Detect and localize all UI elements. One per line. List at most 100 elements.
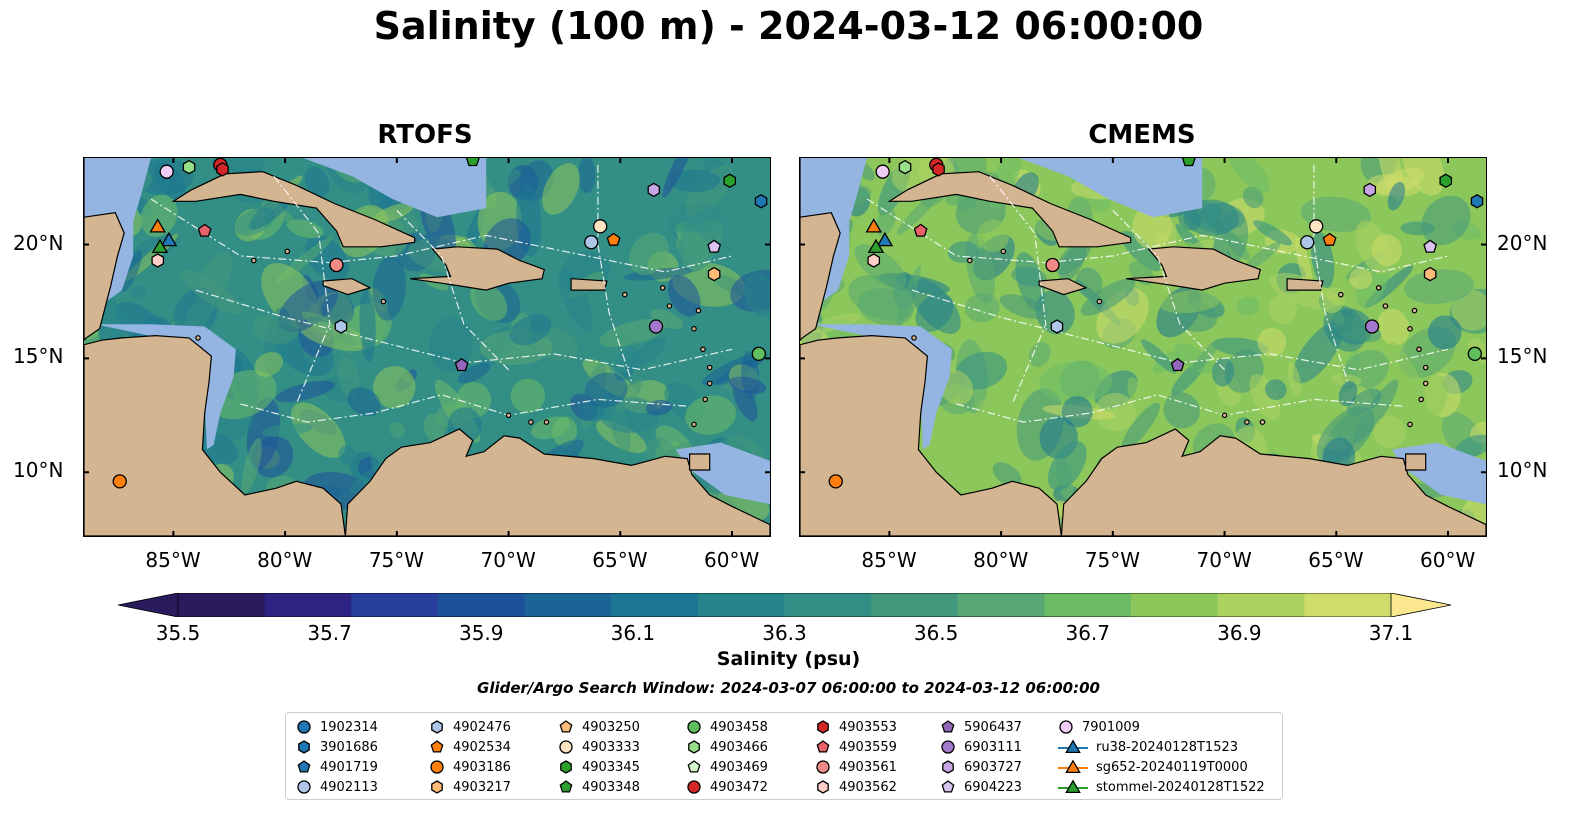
legend-item: 7901009 <box>1058 717 1265 737</box>
island <box>700 346 706 353</box>
float-6903727[interactable] <box>1363 182 1377 198</box>
lon-tick-label: 65°W <box>1308 548 1364 572</box>
float-4903466[interactable] <box>898 159 912 175</box>
legend-item: 4903217 <box>429 777 511 797</box>
glider-stommel-20240128T1522[interactable] <box>867 238 885 254</box>
colorbar-tick-label: 36.1 <box>610 621 656 645</box>
colorbar-tick-label: 36.9 <box>1217 621 1262 645</box>
island <box>1096 298 1103 305</box>
float-4903553[interactable] <box>932 162 945 177</box>
legend-item: 4902113 <box>296 777 378 797</box>
legend-item: 4903458 <box>686 717 768 737</box>
float-4903217[interactable] <box>707 266 721 282</box>
island <box>691 421 697 428</box>
lon-tick-label: 60°W <box>704 548 760 572</box>
float-4902476[interactable] <box>1050 319 1064 334</box>
glider-sg652-20240119T0000[interactable] <box>149 218 167 233</box>
float-4903348[interactable] <box>465 158 480 167</box>
float-4903561[interactable] <box>329 257 344 273</box>
legend-item: 4903553 <box>815 717 897 737</box>
float-4903333[interactable] <box>1309 219 1324 234</box>
island <box>691 326 697 332</box>
southam-land <box>1060 428 1486 536</box>
island <box>528 419 534 425</box>
float-4903186[interactable] <box>112 474 127 489</box>
legend-item: 4903559 <box>815 737 897 757</box>
float-4903559[interactable] <box>197 223 212 237</box>
legend-item: 4902534 <box>429 737 511 757</box>
float-7901009[interactable] <box>875 164 890 179</box>
float-6903727[interactable] <box>647 182 661 198</box>
legend-column: 4903553 4903559 4903561 4903562 <box>815 717 897 797</box>
float-4902534[interactable] <box>1322 232 1337 246</box>
island <box>621 291 628 298</box>
float-4903561[interactable] <box>1045 257 1060 273</box>
legend-marker-icon <box>816 760 830 774</box>
search-window-text: Glider/Argo Search Window: 2024-03-07 06… <box>477 679 1100 697</box>
legend-marker-icon <box>1059 720 1073 734</box>
legend-marker-icon <box>941 720 955 733</box>
legend-label: 4903333 <box>582 739 640 755</box>
float-4903562[interactable] <box>867 253 881 268</box>
island <box>195 335 201 341</box>
float-4902113[interactable] <box>584 235 599 250</box>
float-3901686[interactable] <box>754 194 768 209</box>
legend-column: 4903250 4903333 4903345 4903348 <box>558 717 640 797</box>
legend-marker-icon <box>1058 759 1088 774</box>
island <box>1382 303 1389 309</box>
float-4903559[interactable] <box>913 223 928 237</box>
legend-item: ru38-20240128T1523 <box>1058 737 1265 757</box>
float-6904223[interactable] <box>1423 239 1438 253</box>
colorbar-extend-high <box>1390 592 1452 618</box>
legend-marker-icon <box>688 740 700 754</box>
float-4903458[interactable] <box>1467 346 1482 361</box>
jamaica-land <box>322 278 372 296</box>
rtofs-map[interactable] <box>83 157 771 537</box>
island <box>1407 326 1413 332</box>
island <box>1375 285 1382 291</box>
legend-label: 5906437 <box>964 719 1022 735</box>
float-4903458[interactable] <box>751 346 766 361</box>
float-6903111[interactable] <box>648 319 664 334</box>
panel-title-rtofs: RTOFS <box>377 120 473 150</box>
float-4903217[interactable] <box>1423 266 1437 282</box>
float-4903345[interactable] <box>1439 173 1453 189</box>
float-4902534[interactable] <box>606 232 621 246</box>
island <box>706 364 713 371</box>
float-3901686[interactable] <box>1470 194 1484 209</box>
island <box>505 412 512 419</box>
legend-label: ru38-20240128T1523 <box>1096 739 1239 755</box>
float-4902113[interactable] <box>1300 235 1315 250</box>
lon-tick-label: 75°W <box>1084 548 1141 572</box>
glider-ru38-20240128T1523[interactable] <box>160 231 178 247</box>
legend-item: 4903562 <box>815 777 897 797</box>
float-5906437[interactable] <box>1170 357 1185 372</box>
legend-item: stommel-20240128T1522 <box>1058 777 1265 797</box>
float-7901009[interactable] <box>159 164 174 179</box>
lon-tick-label: 65°W <box>592 548 648 572</box>
float-5906437[interactable] <box>454 357 469 372</box>
cmems-map[interactable] <box>799 157 1487 537</box>
float-4902476[interactable] <box>334 319 348 334</box>
float-4903466[interactable] <box>182 159 196 175</box>
glider-sg652-20240119T0000[interactable] <box>865 218 883 233</box>
colorbar-segment <box>1304 593 1392 617</box>
float-4903553[interactable] <box>216 162 229 177</box>
island <box>695 307 702 314</box>
colorbar-segment <box>351 593 439 617</box>
legend-marker-icon <box>941 780 955 793</box>
island <box>666 303 673 309</box>
float-6903111[interactable] <box>1364 319 1380 334</box>
float-6904223[interactable] <box>707 239 722 253</box>
float-4903333[interactable] <box>593 219 608 234</box>
legend-label: 4903345 <box>582 759 640 775</box>
float-4903345[interactable] <box>723 173 737 189</box>
float-4903348[interactable] <box>1181 158 1196 167</box>
island <box>1422 380 1429 387</box>
glider-ru38-20240128T1523[interactable] <box>876 231 894 247</box>
glider-stommel-20240128T1522[interactable] <box>151 238 169 254</box>
lon-tick-label: 85°W <box>145 548 201 572</box>
float-4903186[interactable] <box>828 474 843 489</box>
legend-item: 4903561 <box>815 757 897 777</box>
float-4903562[interactable] <box>151 253 165 268</box>
